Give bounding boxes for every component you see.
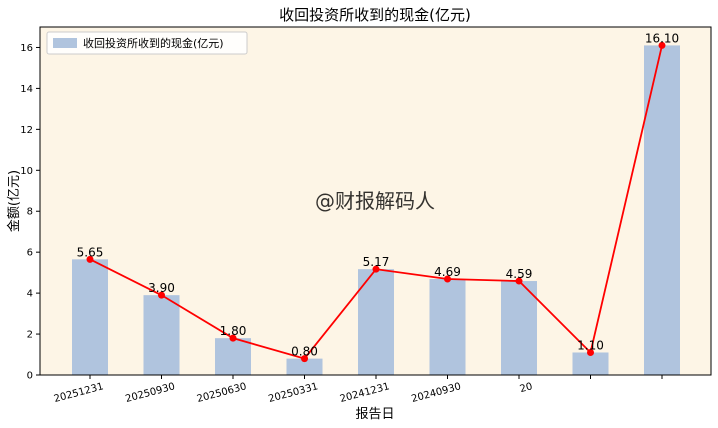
line-point-4 [372, 265, 380, 273]
x-tick-label-3: 20250331 [267, 381, 319, 405]
data-label-7: 1.10 [577, 338, 604, 352]
y-tick-label-0: 0 [27, 371, 33, 382]
data-label-5: 4.69 [434, 265, 461, 279]
chart-title: 收回投资所收到的现金(亿元) [279, 6, 471, 24]
y-tick-label-14: 14 [20, 84, 33, 95]
bar-0 [72, 259, 108, 375]
line-point-3 [301, 355, 308, 363]
bar-5 [429, 278, 466, 375]
data-label-2: 1.80 [220, 324, 247, 338]
data-label-4: 5.17 [363, 255, 390, 269]
line-point-6 [515, 277, 523, 285]
line-point-7 [587, 348, 594, 356]
x-tick-label-5: 20240930 [410, 381, 462, 405]
y-tick-label-10: 10 [20, 166, 33, 177]
x-tick-label-4: 20241231 [339, 381, 391, 405]
bar-6 [501, 281, 537, 375]
line-point-8 [658, 41, 666, 49]
x-tick-label-6: 20 [519, 381, 534, 395]
x-tick-label-1: 20250930 [124, 381, 176, 405]
bar-8 [644, 45, 680, 376]
y-tick-label-16: 16 [20, 43, 33, 54]
watermark: @财报解码人 [315, 189, 435, 213]
bar-1 [143, 295, 180, 375]
line-point-0 [86, 255, 94, 263]
bar-7 [572, 352, 609, 375]
legend-box [46, 31, 248, 55]
plot-frame [39, 26, 712, 376]
y-tick-label-6: 6 [27, 248, 33, 259]
data-label-0: 5.65 [77, 245, 104, 259]
data-label-1: 3.90 [148, 281, 175, 295]
data-label-3: 0.80 [291, 345, 318, 359]
x-axis-label: 报告日 [355, 407, 394, 422]
data-label-6: 4.59 [506, 267, 533, 281]
y-axis-label: 金额(亿元) [6, 170, 22, 232]
line-point-1 [158, 291, 165, 299]
legend-swatch [53, 38, 77, 48]
x-tick-label-0: 20251231 [53, 381, 105, 405]
legend: 收回投资所收到的现金(亿元) [46, 31, 248, 55]
bar-3 [286, 358, 323, 375]
line-point-2 [229, 334, 237, 342]
y-tick-label-4: 4 [27, 289, 33, 300]
line-point-5 [444, 275, 451, 283]
y-tick-label-8: 8 [27, 207, 33, 218]
y-tick-label-12: 12 [20, 125, 33, 136]
bar-4 [358, 269, 394, 375]
x-tick-label-2: 20250630 [196, 381, 248, 405]
data-label-8: 16.10 [645, 31, 679, 45]
legend-label: 收回投资所收到的现金(亿元) [83, 36, 224, 50]
bar-2 [215, 338, 251, 375]
y-tick-label-2: 2 [27, 330, 33, 341]
